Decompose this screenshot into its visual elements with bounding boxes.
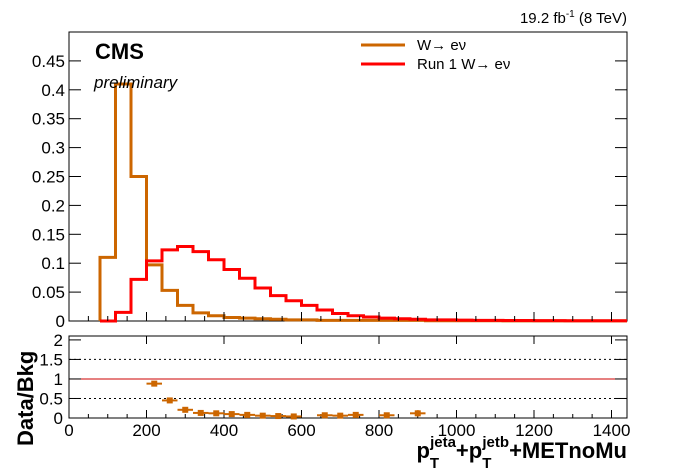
luminosity-label: 19.2 fb-1 (8 TeV) [520,9,627,27]
ratio-y-tick-label: 0.5 [39,389,63,408]
x-tick-label: 200 [132,421,160,440]
series-2-histogram [100,244,627,323]
ratio-marker [213,410,220,417]
ratio-point [270,413,286,420]
ratio-y-tick-label: 1.5 [39,350,63,369]
y-tick-label: 0.15 [32,225,65,244]
x-tick-label: 1200 [515,421,553,440]
ratio-point [208,410,224,417]
lumi-exponent: -1 [566,9,575,20]
cms-label: CMS [95,39,144,64]
ratio-point [332,412,348,419]
main-histogram-panel: 0 0.05 0.1 0.15 0.2 0.25 0.3 0.35 0.4 0.45 [32,31,628,331]
ratio-marker [290,413,297,420]
ratio-point [239,411,255,418]
legend: W→ eν Run 1 W→ eν [361,37,510,73]
y-tick-label: 0.2 [41,196,65,215]
ratio-y-tick-label: 1 [54,370,63,389]
y-tick-label: 0.25 [32,168,65,187]
y-tick-label: 0.1 [41,254,65,273]
y-tick-label: 0.4 [41,81,65,100]
ratio-marker [151,380,158,387]
ratio-point [286,413,302,420]
ratio-point [410,410,426,417]
ratio-marker [244,411,251,418]
x-title-tail: +METnoMu [509,438,627,463]
ratio-point [162,397,178,404]
x-title-sub-a: T [430,455,439,472]
y-tick-label: 0 [56,312,65,331]
legend-label-series2: Run 1 W→ eν [417,56,510,73]
x-tick-label: 600 [287,421,315,440]
series-1-histogram [98,82,627,323]
x-tick-label: 1400 [593,421,631,440]
ratio-marker [352,411,359,418]
ratio-point [146,380,162,387]
ratio-point [177,406,193,413]
ratio-y-tick-label: 2 [54,331,63,350]
x-tick-label: 0 [64,421,73,440]
x-title-sup-a: jeta [429,434,457,451]
ratio-marker [414,410,421,417]
ratio-marker [383,412,390,419]
ratio-panel: 00.511.52 0 200 400 600 800 1000 1200 1400 [39,312,630,440]
ratio-point [193,409,209,416]
legend-label-series1: W→ eν [417,37,466,54]
x-title-plus-p: +p [456,438,482,463]
ratio-marker [197,409,204,416]
ratio-point [348,411,364,418]
y-tick-label: 0.35 [32,110,65,129]
ratio-point [379,412,395,419]
ratio-marker [321,412,328,419]
ratio-marker [337,412,344,419]
ratio-marker [166,397,173,404]
lumi-value: 19.2 fb [520,10,566,27]
ratio-y-tick-label: 0 [54,409,63,428]
ratio-point [255,412,271,419]
lumi-energy: (8 TeV) [575,10,627,27]
ratio-plot-frame [68,335,628,419]
ratio-marker [275,413,282,420]
x-tick-label: 400 [210,421,238,440]
x-tick-label: 1000 [438,421,476,440]
y-tick-label: 0.3 [41,139,65,158]
x-title-p: p [416,438,429,463]
preliminary-label: preliminary [93,73,179,92]
ratio-y-axis-title: Data/Bkg [13,351,38,446]
ratio-marker [182,406,189,413]
ratio-marker [259,412,266,419]
ratio-point [317,412,333,419]
y-tick-label: 0.05 [32,283,65,302]
x-title-sub-b: T [482,455,491,472]
x-axis-title: pTjeta+pTjetb+METnoMu [416,434,627,472]
x-tick-label: 800 [365,421,393,440]
ratio-marker [228,411,235,418]
y-tick-label: 0.45 [32,52,65,71]
x-title-sup-b: jetb [481,434,509,451]
ratio-point [224,411,240,418]
